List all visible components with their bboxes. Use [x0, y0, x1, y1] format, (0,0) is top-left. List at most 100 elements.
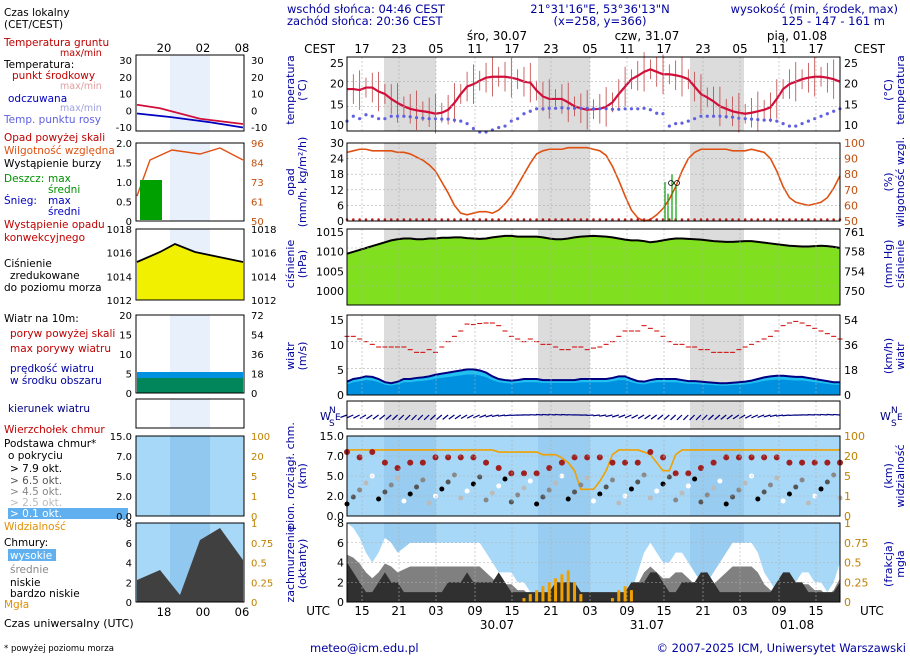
wind-arrow-67	[763, 414, 771, 418]
tz-top-right: CEST	[854, 42, 886, 56]
dew-point-62	[737, 116, 741, 120]
wind-arrow-47	[637, 414, 645, 420]
top-hour-8: 17	[656, 42, 671, 56]
wind-arrow-45	[624, 414, 632, 419]
dew-point-37	[579, 106, 583, 110]
tick-cloud-0: 15.0	[320, 430, 345, 443]
wind-arrow-9	[398, 414, 405, 421]
cloud-base-57	[704, 492, 710, 498]
precip-zero-32	[547, 218, 551, 221]
cloud-base-47	[641, 472, 647, 478]
top-hour-5: 23	[543, 42, 558, 56]
tz-bottom-left: UTC	[306, 604, 330, 618]
wind-arrow-26	[504, 414, 512, 417]
precip-zero-40	[598, 218, 602, 221]
cloud-base-37	[578, 482, 584, 488]
cloud-top-28	[520, 470, 527, 477]
wind-arrow-60	[720, 414, 727, 420]
tick-pres-mm-2: 754	[844, 265, 865, 278]
precip-zero-9	[402, 218, 406, 221]
cloud-base-6	[382, 489, 388, 495]
wind-arrow-66	[757, 414, 765, 418]
cloud-top-8	[394, 465, 401, 471]
cloud-base-63	[742, 480, 748, 486]
cloud-base-38	[584, 475, 590, 481]
cloud-base-2	[357, 487, 363, 493]
bottom-hour-12: 15	[808, 604, 823, 618]
leg-tick-cloud-r-1: 20	[251, 452, 264, 463]
fog-bar-37	[579, 594, 583, 602]
leg-tick-pres-r-1: 1016	[251, 249, 276, 260]
cloud-base-26	[508, 499, 514, 505]
wind-axis-title: wiatr	[284, 342, 297, 370]
legend-okt65: > 6.5 okt.	[10, 475, 62, 487]
tick-pres-3: 1000	[316, 285, 344, 298]
legend-precip-scale: Opad powyżej skali	[4, 132, 105, 144]
leg-tick-pres-r-2: 1014	[251, 272, 276, 283]
dew-point-24	[497, 125, 501, 130]
cloud-top-30	[533, 470, 540, 477]
tick-cloud-3: 2.0	[327, 490, 345, 503]
cloud-base-55	[692, 476, 698, 482]
tick-fog-1: 0.75	[844, 537, 869, 550]
dew-point-46	[636, 107, 640, 111]
dew-point-47	[642, 106, 646, 110]
tick-vis-1: 20	[844, 450, 858, 463]
leg-tick-cloud-r-3: 1	[251, 492, 257, 503]
pressure-axis-title: ciśnienie	[284, 240, 297, 289]
precip-zero-8	[396, 218, 399, 221]
tick-wind-3: 0	[337, 389, 344, 402]
wind-arrow-18	[454, 414, 462, 420]
precip-zero-14	[434, 218, 437, 221]
cloud-top-36	[571, 454, 578, 461]
wind-arrow-22	[479, 414, 487, 418]
leg-tick-precip-l-1: 1.5	[116, 159, 132, 170]
wind-compass-left: W N S E W N S E	[320, 406, 903, 429]
leg-tick-wind-l-0: 20	[119, 311, 132, 322]
leg-tick-cloud-l-0: 15.0	[110, 432, 132, 443]
cloud-base-7	[388, 482, 394, 488]
cloud-base-69	[780, 498, 786, 504]
legend-panel-frame-dir	[135, 398, 245, 429]
legend-top-hour-3: 08	[235, 41, 250, 55]
cloud-base-10	[407, 491, 413, 497]
dew-point-71	[794, 124, 798, 128]
dew-point-1	[351, 114, 355, 118]
precip-zero-29	[528, 218, 532, 221]
precip-zero-71	[794, 218, 798, 221]
precip-zero-57	[705, 218, 709, 221]
cloud-top-26	[508, 470, 515, 477]
leg-tick-wind-r-4: 0	[251, 389, 257, 400]
leg-tick-cov-l-1: 6	[126, 539, 132, 550]
compass-e-right: E	[897, 413, 903, 423]
tick-wind-kmh-3: 0	[844, 389, 851, 402]
temp-axis-title-right: temperatura	[894, 55, 907, 124]
footer-email[interactable]: meteo@icm.edu.pl	[310, 641, 419, 655]
cloud-top-72	[799, 459, 806, 466]
tick-cloud-4: 0.0	[327, 510, 345, 523]
leg-tick-pres-l-0: 1018	[107, 225, 132, 236]
precip-zero-25	[503, 218, 507, 221]
panel-frame-prec	[346, 142, 841, 222]
fog-bar-30	[535, 590, 539, 602]
leg-tick-cloud-r-0: 100	[251, 432, 270, 443]
legend-gust-max: max porywy wiatru	[10, 343, 111, 355]
wind-arrow-42	[605, 414, 613, 418]
legend-footnote: * powyżej poziomu morza	[4, 644, 114, 654]
leg-tick-wind-r-2: 36	[251, 350, 264, 361]
fog-bar-45	[629, 590, 633, 602]
cloud-top-4	[369, 449, 376, 455]
dew-point-13	[427, 117, 431, 121]
cloud-base-51	[666, 474, 672, 480]
compass-w-left: W	[320, 410, 331, 423]
wind-arrow-7	[385, 414, 392, 421]
storm-marker-2	[674, 180, 680, 186]
precip-zero-3	[364, 218, 368, 221]
cloud-base-59	[717, 478, 723, 484]
pressure-area	[347, 235, 840, 305]
dew-point-51	[667, 124, 671, 128]
dew-point-35	[566, 106, 570, 110]
dew-point-56	[699, 114, 703, 118]
leg-tick-cov-r-2: 0.5	[251, 559, 267, 570]
precip-zero-38	[585, 218, 589, 221]
